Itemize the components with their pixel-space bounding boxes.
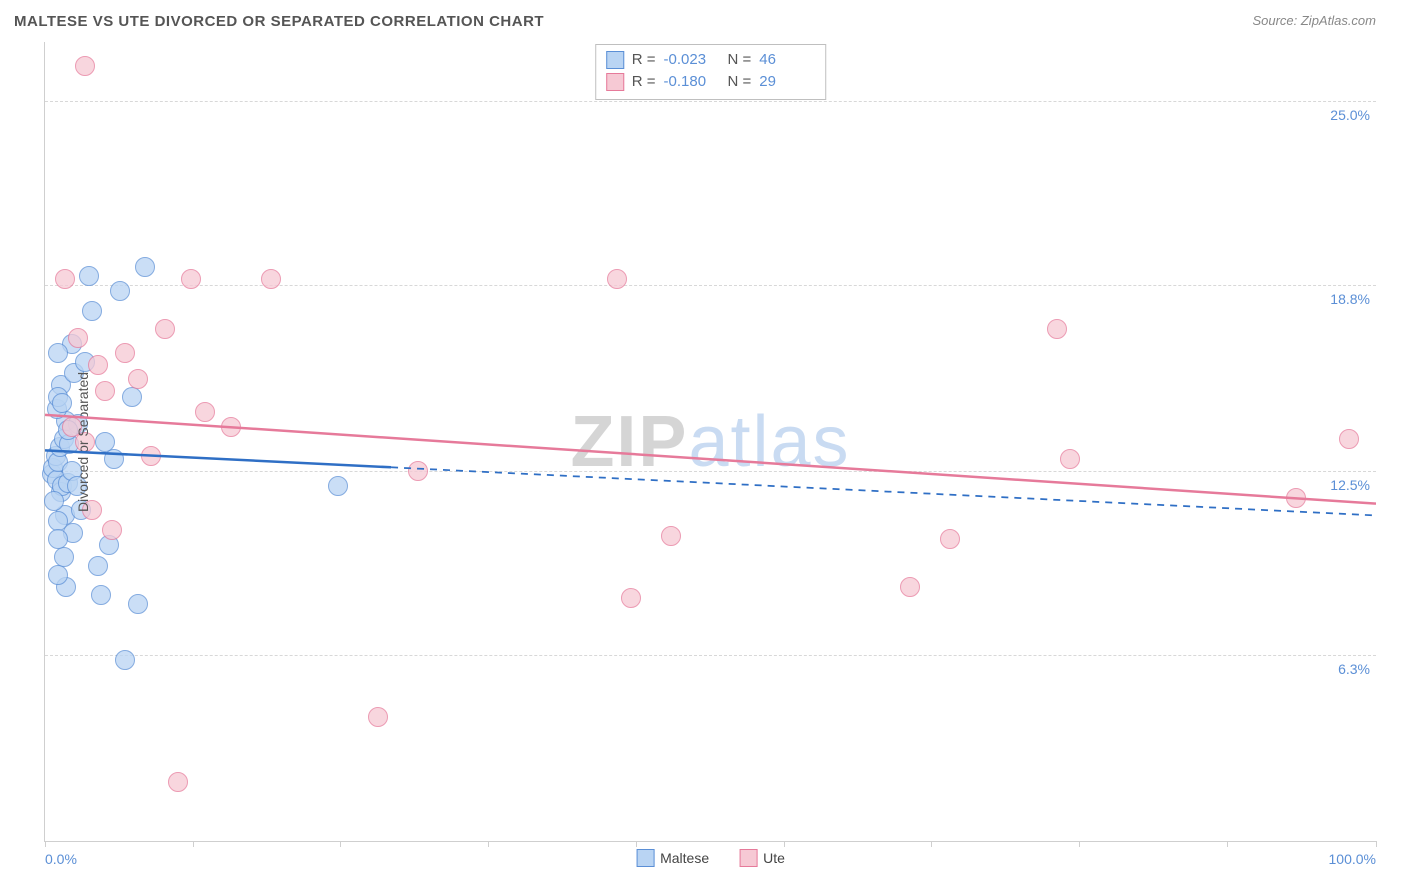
data-point <box>607 269 627 289</box>
data-point <box>82 301 102 321</box>
stat-n-label: N = <box>728 71 752 93</box>
x-axis-min-label: 0.0% <box>45 851 77 867</box>
series-swatch <box>606 73 624 91</box>
y-tick-label: 18.8% <box>1330 291 1370 307</box>
data-point <box>128 369 148 389</box>
y-tick-label: 25.0% <box>1330 107 1370 123</box>
stat-n-value: 29 <box>759 71 815 93</box>
data-point <box>168 772 188 792</box>
data-point <box>408 461 428 481</box>
data-point <box>141 446 161 466</box>
stat-r-label: R = <box>632 71 656 93</box>
stat-r-value: -0.180 <box>664 71 720 93</box>
legend-label: Ute <box>763 850 785 866</box>
data-point <box>115 343 135 363</box>
x-tick <box>193 841 194 847</box>
data-point <box>52 393 72 413</box>
gridline <box>45 471 1376 472</box>
gridline <box>45 101 1376 102</box>
series-swatch <box>636 849 654 867</box>
x-tick <box>340 841 341 847</box>
data-point <box>155 319 175 339</box>
data-point <box>102 520 122 540</box>
data-point <box>328 476 348 496</box>
data-point <box>48 565 68 585</box>
stats-legend-box: R = -0.023 N = 46 R = -0.180 N = 29 <box>595 44 827 100</box>
x-tick <box>784 841 785 847</box>
data-point <box>122 387 142 407</box>
data-point <box>1047 319 1067 339</box>
stat-n-value: 46 <box>759 49 815 71</box>
gridline <box>45 655 1376 656</box>
source-prefix: Source: <box>1252 13 1300 28</box>
data-point <box>661 526 681 546</box>
legend-item: Maltese <box>636 849 709 867</box>
data-point <box>95 381 115 401</box>
legend-label: Maltese <box>660 850 709 866</box>
data-point <box>900 577 920 597</box>
y-tick-label: 12.5% <box>1330 477 1370 493</box>
series-legend: Maltese Ute <box>636 849 785 867</box>
data-point <box>91 585 111 605</box>
x-tick <box>45 841 46 847</box>
data-point <box>115 650 135 670</box>
series-swatch <box>606 51 624 69</box>
data-point <box>104 449 124 469</box>
data-point <box>110 281 130 301</box>
data-point <box>1060 449 1080 469</box>
y-axis-title: Divorced or Separated <box>75 371 91 511</box>
source-credit: Source: ZipAtlas.com <box>1252 12 1376 30</box>
stats-row: R = -0.023 N = 46 <box>606 49 816 71</box>
data-point <box>79 266 99 286</box>
x-tick <box>488 841 489 847</box>
x-axis-max-label: 100.0% <box>1329 851 1376 867</box>
data-point <box>368 707 388 727</box>
x-tick <box>1376 841 1377 847</box>
data-point <box>128 594 148 614</box>
data-point <box>1339 429 1359 449</box>
data-point <box>261 269 281 289</box>
data-point <box>1286 488 1306 508</box>
stat-n-label: N = <box>728 49 752 71</box>
stat-r-label: R = <box>632 49 656 71</box>
data-point <box>48 343 68 363</box>
source-name: ZipAtlas.com <box>1301 13 1376 28</box>
legend-item: Ute <box>739 849 785 867</box>
data-point <box>75 56 95 76</box>
x-tick <box>636 841 637 847</box>
x-tick <box>1079 841 1080 847</box>
data-point <box>940 529 960 549</box>
data-point <box>621 588 641 608</box>
data-point <box>221 417 241 437</box>
data-point <box>88 355 108 375</box>
data-point <box>48 529 68 549</box>
series-swatch <box>739 849 757 867</box>
chart-plot-area: 6.3%12.5%18.8%25.0% ZIPatlas Divorced or… <box>44 42 1376 842</box>
y-tick-label: 6.3% <box>1338 661 1370 677</box>
x-tick <box>1227 841 1228 847</box>
gridline <box>45 285 1376 286</box>
data-point <box>181 269 201 289</box>
chart-title: MALTESE VS UTE DIVORCED OR SEPARATED COR… <box>14 13 544 30</box>
stats-row: R = -0.180 N = 29 <box>606 71 816 93</box>
x-tick <box>931 841 932 847</box>
data-point <box>195 402 215 422</box>
data-point <box>68 328 88 348</box>
stat-r-value: -0.023 <box>664 49 720 71</box>
data-point <box>135 257 155 277</box>
data-point <box>88 556 108 576</box>
data-point <box>55 269 75 289</box>
data-point <box>44 491 64 511</box>
